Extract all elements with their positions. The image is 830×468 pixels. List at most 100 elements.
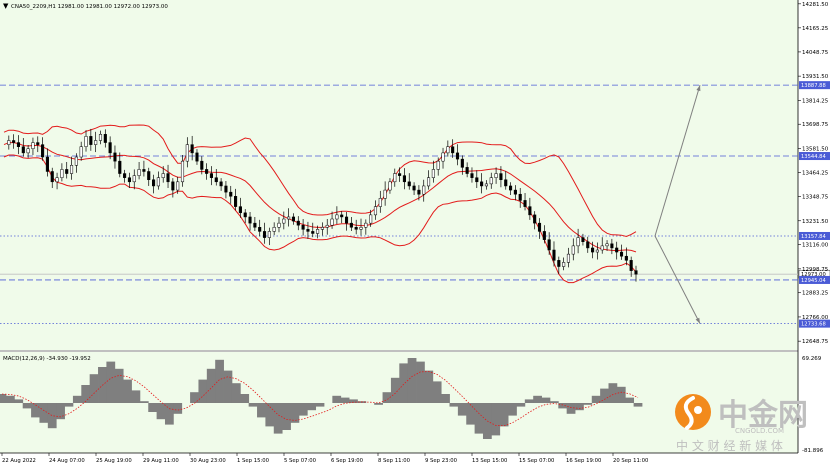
macd-bar (156, 403, 166, 420)
candle-body (378, 198, 382, 207)
candle-body (103, 134, 107, 143)
band-upper-line (3, 124, 637, 238)
candle-body (552, 249, 556, 261)
candle-body (460, 158, 464, 168)
macd-bar (31, 403, 40, 418)
watermark: 中金网 CNGOLD.COM 中 文 财 经 新 媒 体 (675, 394, 808, 453)
macd-bar (106, 361, 116, 403)
candle-body (69, 165, 74, 174)
candle-body (41, 144, 45, 158)
time-tick-label: 24 Aug 07:00 (49, 458, 85, 464)
candle-body (253, 222, 257, 228)
candle-body (45, 156, 49, 172)
macd-bar (374, 403, 383, 405)
candle-body (465, 167, 469, 174)
candle-body (441, 152, 445, 162)
candle-body (557, 260, 561, 267)
candle-body (234, 196, 238, 207)
candle-body (436, 160, 440, 170)
arrow-up-icon (696, 85, 701, 92)
candle-body (16, 142, 21, 147)
macd-bar (215, 359, 224, 403)
candle-body (480, 181, 484, 187)
macd-bar (382, 392, 392, 403)
candle-body (137, 169, 141, 176)
candle-body (287, 216, 291, 220)
macd-bar (508, 403, 517, 416)
candle-body (26, 148, 30, 154)
macd-bar (407, 358, 417, 403)
candle-body (624, 255, 628, 261)
price-tick-label: 13814.25 (802, 98, 829, 104)
candle-body (79, 146, 83, 158)
candle-body (446, 146, 450, 154)
candle-body (209, 173, 214, 178)
watermark-brand-cn: 中金网 (718, 398, 808, 433)
candle-body (354, 227, 358, 230)
macd-scale-bottom: -81.896 (802, 448, 824, 454)
candle-body (205, 169, 209, 174)
candle-body (605, 243, 609, 247)
level-label: 13157.84 (801, 234, 826, 240)
macd-bar (298, 403, 308, 416)
candle-body (388, 181, 392, 191)
macd-bar (416, 361, 425, 403)
macd-bar (223, 370, 233, 403)
macd-bar (123, 379, 132, 403)
macd-bar (56, 403, 65, 420)
candle-body (576, 237, 580, 247)
candle-body (296, 220, 300, 226)
candle-body (176, 181, 180, 191)
candle-body (113, 152, 117, 162)
level-label: 13887.88 (801, 83, 826, 89)
symbol-triangle-icon[interactable]: ▼ (3, 2, 9, 10)
candle-body (562, 262, 566, 267)
candle-body (340, 214, 344, 218)
candle-body (383, 189, 387, 199)
candle-body (74, 156, 78, 166)
macd-bar (282, 403, 291, 430)
candle-body (156, 177, 160, 187)
candle-body (267, 231, 271, 238)
candle-body (12, 140, 16, 143)
time-tick-label: 6 Sep 19:00 (331, 458, 364, 464)
macd-bar (89, 374, 99, 403)
macd-bar (332, 395, 342, 403)
macd-bar (524, 399, 534, 403)
candle-body (373, 206, 378, 216)
candle-body (537, 222, 542, 232)
macd-bar (575, 403, 584, 411)
macd-bar (516, 403, 526, 407)
level-label: 12945.04 (801, 278, 826, 284)
candle-body (306, 229, 310, 232)
level-label: 13544.84 (801, 154, 826, 160)
candle-body (190, 144, 194, 154)
candle-body (166, 173, 170, 183)
candle-body (615, 247, 619, 253)
candle-body (229, 191, 233, 197)
macd-bar (558, 403, 568, 409)
candle-body (586, 241, 590, 249)
macd-bar (533, 395, 542, 403)
candle-body (316, 229, 320, 234)
macd-bar (549, 401, 559, 403)
candle-body (132, 175, 136, 183)
macd-bar (491, 403, 501, 436)
candle-body (595, 249, 599, 253)
candle-body (600, 245, 604, 251)
candle-body (489, 177, 493, 185)
candle-body (152, 179, 156, 187)
watermark-brand-en: CNGOLD.COM (735, 427, 784, 435)
time-tick-label: 20 Sep 11:00 (613, 458, 649, 464)
macd-bar (608, 383, 618, 403)
candle-body (523, 200, 527, 207)
price-tick-label: 13581.50 (802, 146, 829, 152)
macd-bar (290, 403, 300, 423)
time-tick-label: 5 Sep 07:00 (284, 458, 317, 464)
macd-bar (340, 397, 350, 403)
candle-body (311, 231, 315, 234)
level-lines: 13887.88 13544.84 13157.84 12973.0012945.04… (0, 81, 830, 328)
level-label-box (799, 231, 830, 240)
candle-body (412, 185, 416, 191)
